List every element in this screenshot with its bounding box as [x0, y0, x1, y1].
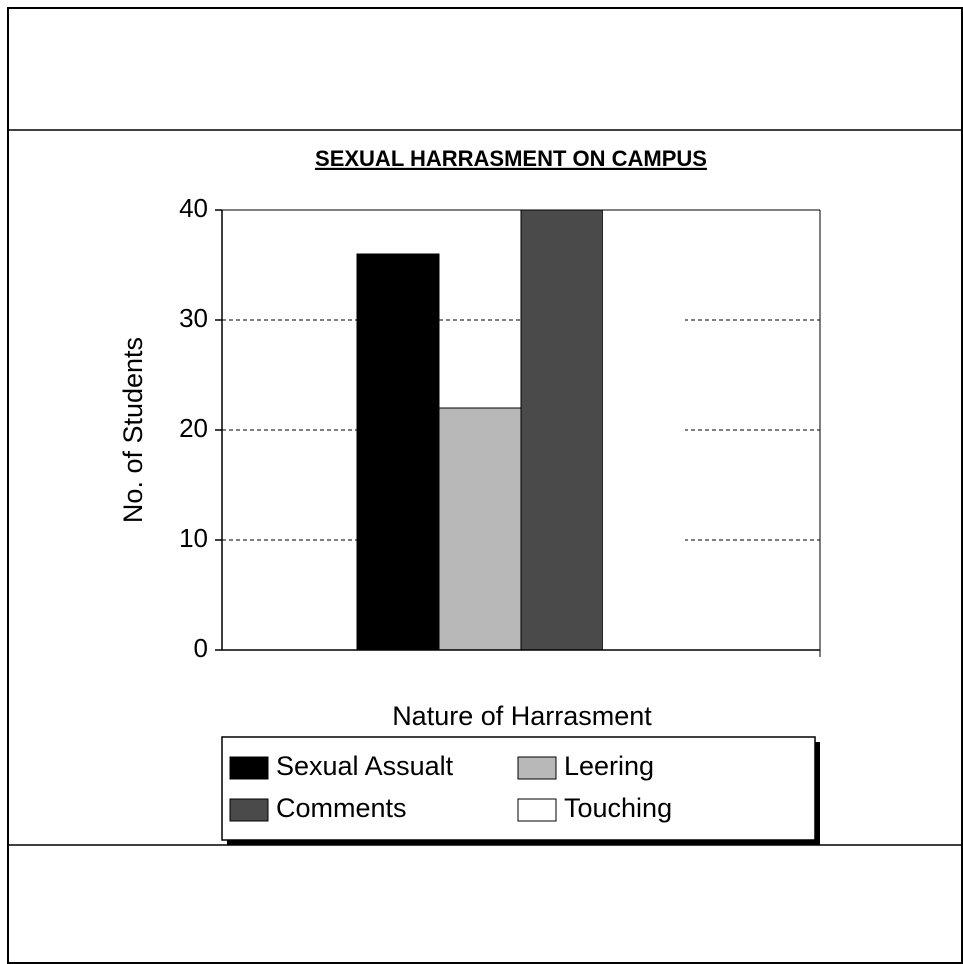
legend-label: Sexual Assualt	[276, 751, 454, 781]
legend-swatch	[229, 798, 269, 822]
bar	[520, 209, 604, 651]
legend	[221, 736, 816, 841]
bar	[438, 407, 522, 651]
y-tick-label: 0	[194, 633, 208, 663]
legend-label: Leering	[564, 751, 654, 781]
legend-label: Comments	[276, 793, 407, 823]
legend-swatch	[517, 798, 557, 822]
legend-swatch	[229, 756, 269, 780]
y-tick-label: 40	[179, 193, 208, 223]
y-axis-label: No. of Students	[118, 337, 148, 523]
bar	[603, 210, 685, 650]
legend-swatch	[517, 756, 557, 780]
bar	[356, 253, 440, 651]
x-axis-label: Nature of Harrasment	[392, 701, 652, 731]
chart-title: SEXUAL HARRASMENT ON CAMPUS	[315, 146, 707, 171]
y-tick-label: 30	[179, 303, 208, 333]
y-tick-label: 20	[179, 413, 208, 443]
frame	[7, 7, 963, 964]
y-tick-label: 10	[179, 523, 208, 553]
legend-label: Touching	[564, 793, 672, 823]
